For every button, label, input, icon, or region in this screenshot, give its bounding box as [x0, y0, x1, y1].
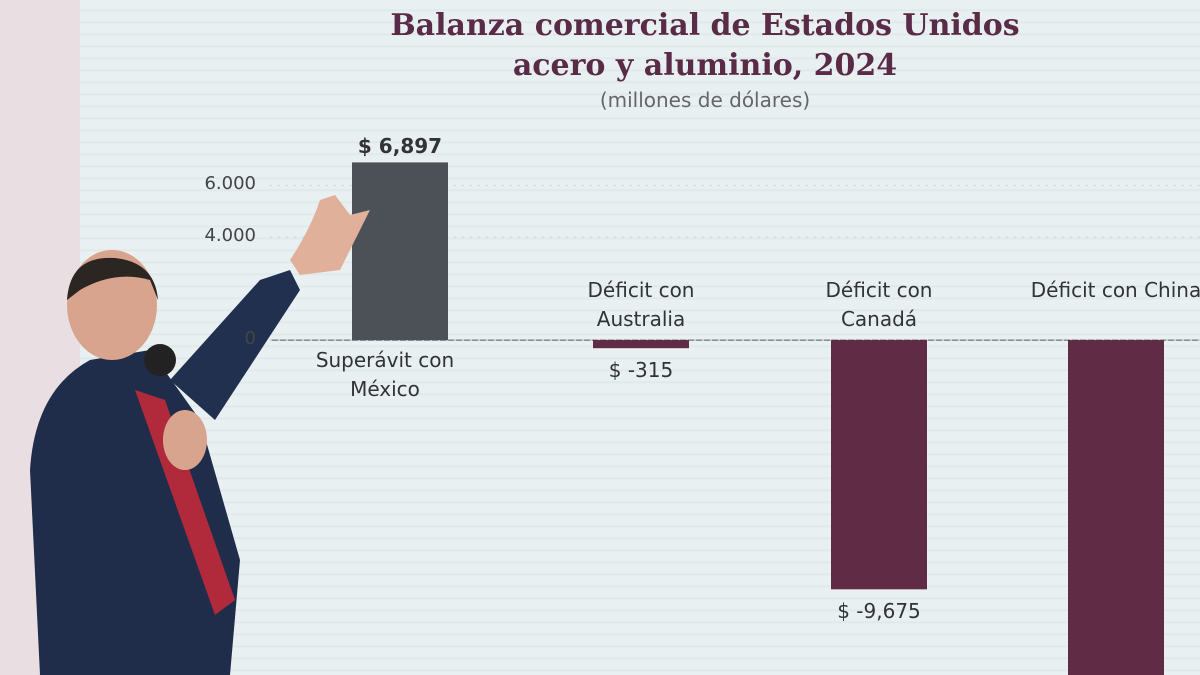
bar	[831, 340, 927, 590]
value-label: $ -9,675	[837, 599, 921, 624]
microphone	[144, 344, 176, 376]
y-tick-label: 0	[244, 328, 256, 350]
y-tick-label: 4.000	[204, 225, 256, 247]
category-label: Déficit con Canadá	[825, 278, 933, 332]
category-label: Superávit con México	[315, 348, 455, 402]
value-label: $ -315	[608, 358, 674, 383]
presenter-hair	[67, 257, 158, 300]
bar	[352, 162, 448, 341]
presenter	[30, 195, 370, 675]
chart-title: Balanza comercial de Estados Unidos acer…	[390, 8, 1020, 83]
plot	[270, 162, 1200, 675]
value-label: $ 6,897	[357, 134, 443, 159]
bar	[1068, 340, 1164, 675]
category-label: Déficit con China	[1030, 278, 1200, 303]
presenter-tie	[135, 390, 235, 615]
category-label: Déficit con Australia	[587, 278, 695, 332]
presenter-hand	[290, 195, 370, 275]
chart-subtitle: (millones de dólares)	[599, 88, 811, 112]
presenter-arm	[170, 270, 300, 420]
presenter-hand	[163, 410, 207, 470]
y-tick-label: 6.000	[204, 173, 256, 195]
bar	[593, 340, 689, 349]
